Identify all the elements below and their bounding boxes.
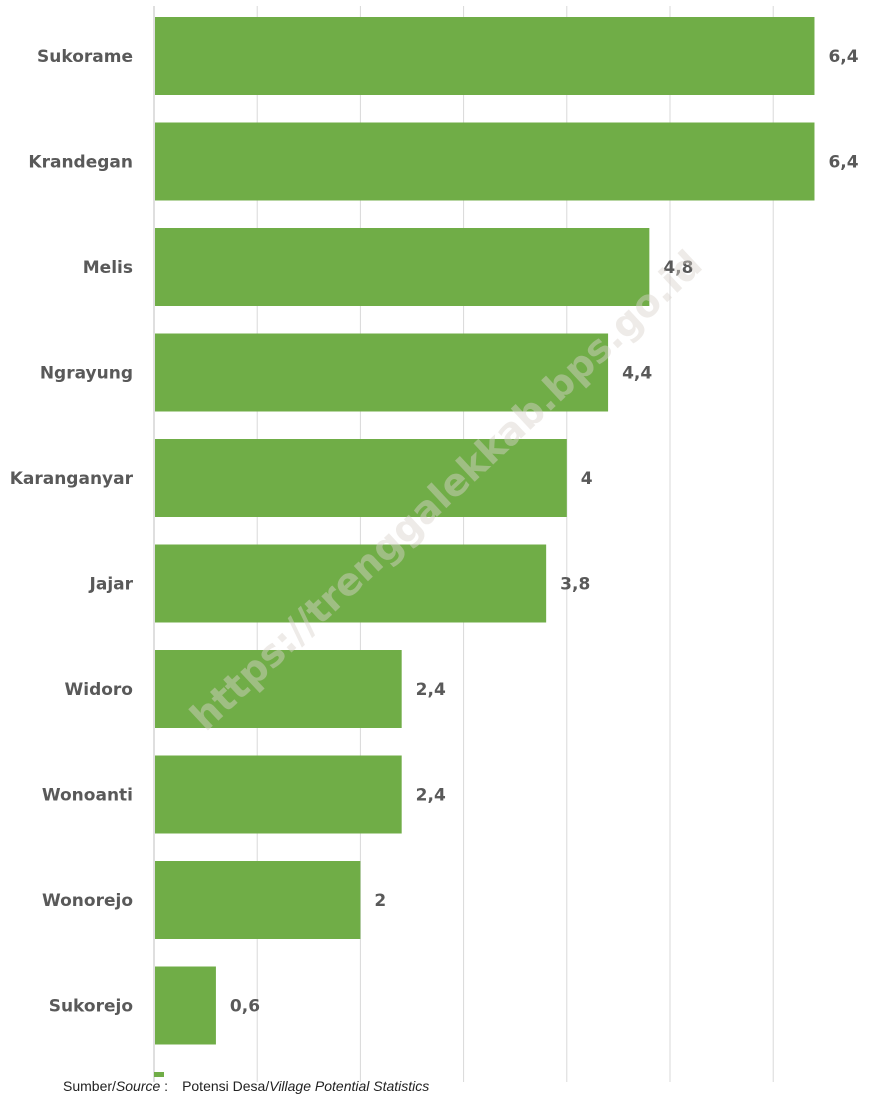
bar-ngrayung (155, 333, 609, 412)
category-label: Widoro (65, 680, 134, 700)
bar-sukorame (155, 17, 815, 95)
data-label: 4 (581, 469, 593, 489)
bars (155, 17, 815, 1045)
data-label: 0,6 (230, 997, 260, 1017)
category-label: Ngrayung (40, 364, 133, 384)
legend-swatch (154, 1072, 164, 1077)
category-label: Jajar (89, 575, 134, 595)
bar-wonorejo (155, 861, 361, 939)
category-label: Krandegan (28, 153, 133, 173)
category-label: Sukorejo (49, 997, 133, 1017)
category-label: Sukorame (37, 47, 133, 67)
bar-melis (155, 228, 650, 306)
data-label: 2 (374, 891, 386, 911)
data-label: 3,8 (560, 575, 590, 595)
category-label: Karanganyar (10, 469, 134, 489)
source-text: Potensi Desa/Village Potential Statistic… (182, 1078, 430, 1094)
source-label: Sumber/Source : (63, 1078, 169, 1094)
category-label: Wonoanti (42, 786, 133, 806)
data-label: 2,4 (416, 680, 446, 700)
bar-wonoanti (155, 755, 402, 834)
labels: Sukorame 6,4 Krandegan 6,4 Melis 4,8 Ngrayung 4… (10, 47, 859, 1077)
bar-widoro (155, 650, 402, 728)
bar-jajar (155, 544, 547, 623)
category-label: Melis (83, 258, 133, 278)
bar-krandegan (155, 122, 815, 201)
data-label: 4,4 (622, 364, 652, 384)
bar-sukorejo (155, 966, 216, 1045)
data-label: 2,4 (416, 786, 446, 806)
bar-karanganyar (155, 439, 567, 517)
source-note: Sumber/Source : Potensi Desa/Village Pote… (63, 1078, 429, 1094)
data-label: 6,4 (828, 47, 858, 67)
data-label: 6,4 (828, 153, 858, 173)
data-label: 4,8 (663, 258, 693, 278)
category-label: Wonorejo (42, 891, 133, 911)
